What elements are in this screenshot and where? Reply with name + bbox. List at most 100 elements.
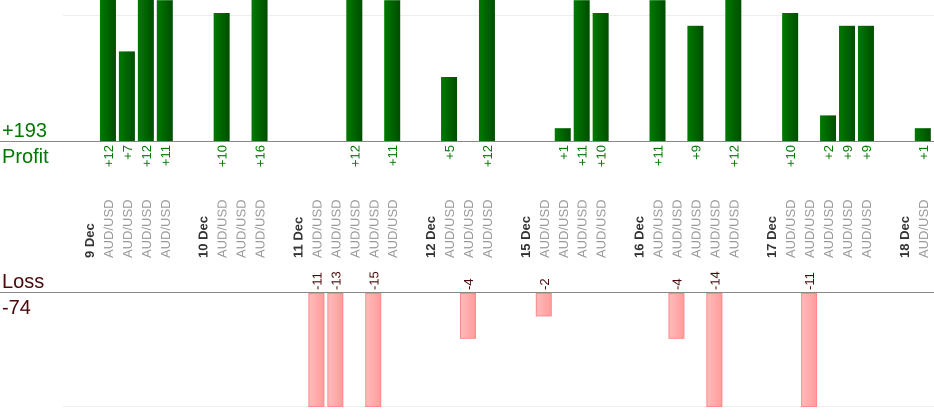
profit-value-label: +12 [139,145,154,167]
loss-bar [460,293,476,339]
symbol-label: AUD/USD [859,199,874,258]
symbol-label: AUD/USD [916,199,931,258]
symbol-label: AUD/USD [101,199,116,258]
profit-value-label: +12 [347,145,362,167]
profit-value-label: +11 [651,145,666,166]
symbol-label: AUD/USD [688,199,703,258]
profit-bar [346,0,363,141]
profit-bar [251,0,268,141]
symbol-label: AUD/USD [328,199,343,258]
loss-value-label: -11 [309,272,324,290]
symbol-label: AUD/USD [480,199,495,258]
profit-value-label: +1 [556,145,571,160]
profit-value-label: +11 [385,145,400,166]
profit-bar [137,0,154,141]
symbol-label: AUD/USD [726,199,741,258]
symbol-label: AUD/USD [669,199,684,258]
loss-bar [327,293,344,407]
symbol-label: AUD/USD [309,199,324,258]
profit-value-label: +1 [916,145,931,160]
loss-value-label: -13 [328,271,343,290]
symbol-label: AUD/USD [347,199,362,258]
profit-value-label: +9 [688,145,703,160]
profit-total: +193 [2,120,47,142]
loss-value-label: -14 [707,271,722,290]
profit-value-label: +10 [783,145,798,167]
loss-value-label: -4 [461,278,476,290]
date-label: 11 Dec [290,217,305,258]
symbol-label: AUD/USD [594,199,609,258]
profit-label: Profit [2,146,49,168]
date-label: 12 Dec [423,216,438,258]
profit-bar [725,0,742,141]
loss-value-label: -2 [537,278,552,290]
loss-label: Loss [2,271,44,293]
symbol-label: AUD/USD [158,199,173,258]
date-label: 16 Dec [632,216,647,258]
profit-value-label: +11 [575,145,590,166]
symbol-label: AUD/USD [139,199,154,258]
profit-value-label: +9 [840,145,855,160]
profit-value-label: +10 [215,145,230,167]
loss-bar [801,293,818,407]
profit-bar [441,77,458,141]
symbol-label: AUD/USD [556,199,571,258]
profit-value-label: +9 [859,145,874,160]
date-label: 10 Dec [196,216,211,258]
profit-bar [592,13,609,141]
loss-value-label: -4 [669,278,684,290]
profit-bar [857,25,874,141]
date-label: 9 Dec [82,223,97,258]
date-label: 18 Dec [897,216,912,258]
profit-value-label: +5 [442,145,457,160]
symbol-label: AUD/USD [651,199,666,258]
date-label: 17 Dec [764,216,779,258]
profit-bar [99,0,116,141]
symbol-label: AUD/USD [366,199,381,258]
loss-bar [308,293,325,407]
symbol-label: AUD/USD [461,199,476,258]
profit-value-label: +16 [253,145,268,167]
loss-bar [706,293,723,407]
symbol-label: AUD/USD [537,199,552,258]
profit-bar [687,25,704,141]
profit-bar [839,25,855,141]
loss-value-label: -15 [366,271,381,290]
profit-bar [554,128,571,141]
profit-bar [820,115,837,141]
date-label: 15 Dec [518,216,533,258]
symbol-label: AUD/USD [215,199,230,258]
profit-value-label: +12 [726,145,741,167]
symbol-label: AUD/USD [802,199,817,258]
profit-value-label: +10 [594,145,609,167]
profit-value-label: +12 [480,145,495,167]
symbol-label: AUD/USD [120,199,135,258]
profit-bar [478,0,495,141]
profit-value-label: +7 [120,145,135,160]
profit-bar [649,0,666,142]
symbol-label: AUD/USD [442,199,457,258]
loss-bar [535,293,552,317]
profit-bar [914,128,931,141]
symbol-label: AUD/USD [253,199,268,258]
profit-value-label: +11 [158,145,173,166]
loss-bar [668,293,685,339]
profit-bar [213,13,230,141]
loss-bar [365,293,382,407]
symbol-label: AUD/USD [234,199,249,258]
symbol-label: AUD/USD [821,199,836,258]
profit-value-label: +2 [821,145,836,160]
profit-bar [573,0,590,142]
symbol-label: AUD/USD [385,199,400,258]
loss-value-label: -11 [802,272,817,290]
loss-total: -74 [2,297,31,319]
symbol-label: AUD/USD [783,199,798,258]
symbol-label: AUD/USD [707,199,722,258]
symbol-label: AUD/USD [840,199,855,258]
profit-bar [118,51,135,141]
profit-bar [156,0,173,142]
symbol-label: AUD/USD [575,199,590,258]
profit-bar [782,13,799,141]
profit-bar [384,0,401,142]
